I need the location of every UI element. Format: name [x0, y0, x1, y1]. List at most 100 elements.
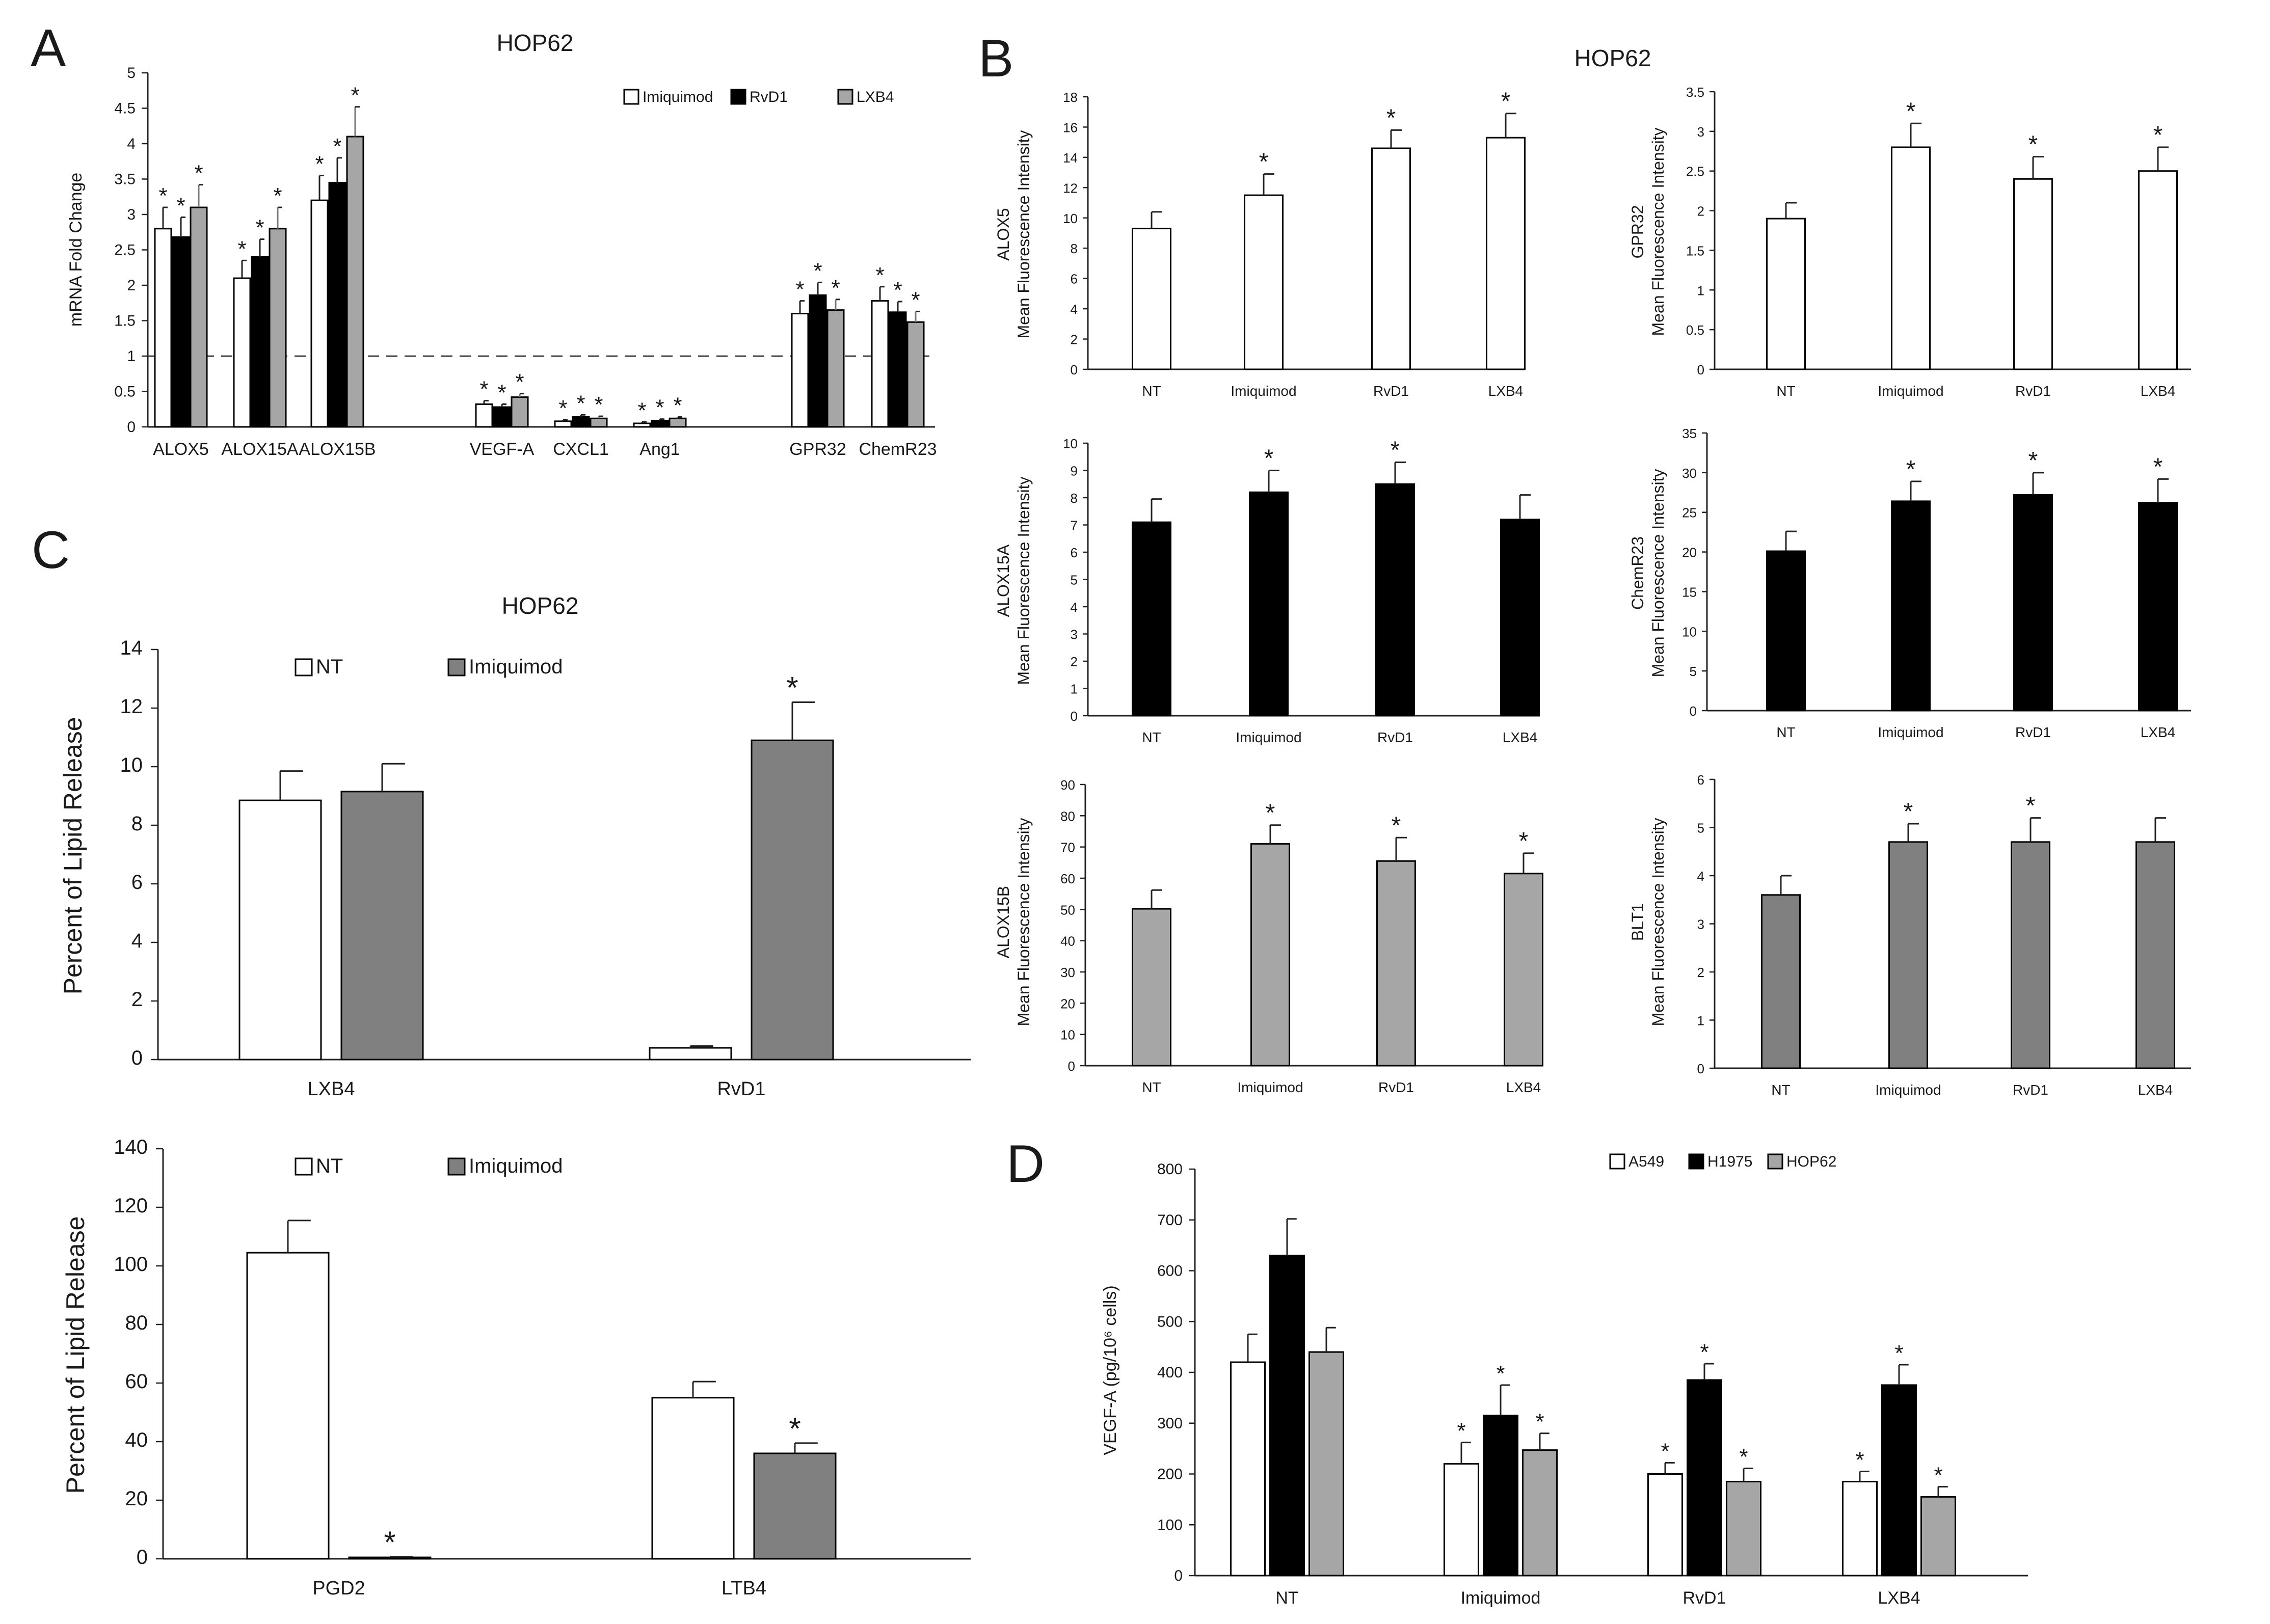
- significance-star: *: [255, 215, 264, 240]
- significance-star: *: [237, 236, 246, 261]
- x-category-label: RvD1: [1377, 729, 1413, 745]
- legend-swatch-hop62: [1767, 1153, 1783, 1170]
- bar-hop62-lxb4: [1920, 1496, 1956, 1577]
- x-category-label: Imiquimod: [1878, 724, 1943, 740]
- significance-star: *: [351, 83, 359, 108]
- significance-star: *: [176, 194, 185, 219]
- bar-blt1-lxb4: [2135, 841, 2175, 1069]
- bar-imiquimod-rvd1: [751, 739, 834, 1061]
- y-tick-label: 12: [1063, 180, 1078, 196]
- bar-rvd1-chemr23: [889, 311, 907, 428]
- significance-star: *: [2028, 131, 2038, 158]
- significance-star: *: [333, 134, 341, 159]
- y-tick-label: 3.5: [114, 171, 136, 188]
- bar-alox5-imiquimod: [1244, 194, 1284, 370]
- y-tick-label: 5: [1071, 573, 1078, 588]
- y-axis-label: Mean Fluorescence Intensity: [1014, 818, 1033, 1026]
- x-category-label: Imiquimod: [1231, 383, 1296, 399]
- y-tick-label: 10: [120, 754, 143, 776]
- bar-a549-nt: [1230, 1361, 1266, 1577]
- significance-star: *: [1535, 1410, 1544, 1434]
- y-tick-label: 40: [125, 1429, 148, 1451]
- significance-star: *: [1264, 445, 1274, 472]
- y-tick-label: 20: [1682, 545, 1697, 560]
- y-tick-label: 0: [1174, 1567, 1183, 1584]
- x-category-label: LXB4: [2138, 1082, 2173, 1098]
- bar-rvd1-alox5: [172, 236, 190, 428]
- bar-blt1-rvd1: [2011, 841, 2050, 1069]
- y-tick-label: 20: [1060, 996, 1075, 1011]
- significance-star: *: [2028, 447, 2038, 474]
- significance-star: *: [1519, 828, 1529, 855]
- x-category-label: NT: [1776, 383, 1795, 399]
- bar-alox15b-imiquimod: [1250, 843, 1290, 1067]
- y-axis-label: ChemR23: [1628, 536, 1647, 610]
- significance-star: *: [789, 1412, 800, 1446]
- x-category-label: RvD1: [1683, 1588, 1726, 1608]
- significance-star: *: [1266, 800, 1275, 827]
- legend-label-nt: NT: [316, 1155, 343, 1177]
- y-tick-label: 8: [131, 813, 143, 835]
- significance-star: *: [1661, 1439, 1669, 1464]
- bar-gpr32-rvd1: [2013, 178, 2053, 370]
- y-tick-label: 0.5: [1686, 322, 1704, 338]
- significance-star: *: [1904, 798, 1913, 825]
- bar-imiquimod-alox5: [154, 228, 172, 428]
- bar-imiquimod-alox15b: [310, 199, 329, 428]
- significance-star: *: [1894, 1341, 1903, 1366]
- significance-star: *: [497, 381, 506, 405]
- y-tick-label: 400: [1157, 1364, 1183, 1381]
- y-tick-label: 0: [1697, 1061, 1704, 1076]
- legend-label-hop62: HOP62: [1786, 1153, 1836, 1170]
- y-tick-label: 20: [125, 1487, 148, 1510]
- y-tick-label: 1.5: [114, 313, 136, 330]
- significance-star: *: [558, 396, 567, 421]
- y-tick-label: 10: [1063, 436, 1078, 451]
- y-tick-label: 3: [127, 206, 136, 223]
- y-tick-label: 60: [1060, 871, 1075, 886]
- y-tick-label: 2: [131, 988, 143, 1011]
- y-tick-label: 40: [1060, 934, 1075, 949]
- bar-imiquimod-vegf-a: [475, 403, 493, 428]
- y-tick-label: 5: [1697, 821, 1704, 836]
- y-tick-label: 50: [1060, 902, 1075, 917]
- y-axis-label: Mean Fluorescence Intensity: [1649, 469, 1667, 677]
- bar-a549-rvd1: [1647, 1473, 1683, 1577]
- y-axis-label: VEGF-A (pg/10⁶ cells): [1101, 1285, 1120, 1455]
- y-tick-label: 35: [1682, 426, 1697, 441]
- y-tick-label: 3: [1071, 627, 1078, 642]
- x-category-label: NT: [1142, 1079, 1161, 1095]
- legend-swatch-imiquimod: [447, 658, 466, 676]
- significance-star: *: [1496, 1361, 1505, 1386]
- legend-swatch-lxb4: [837, 89, 853, 105]
- y-tick-label: 100: [1157, 1517, 1183, 1533]
- y-tick-label: 70: [1060, 840, 1075, 855]
- x-category-label: Imiquimod: [1875, 1082, 1941, 1098]
- bar-h1975-nt: [1269, 1255, 1305, 1577]
- x-category-label: RvD1: [1373, 383, 1409, 399]
- y-tick-label: 4: [131, 930, 143, 952]
- chart-c1: HOP62 0 2 4 6 8 10 12 14 Percent of Lipid Release…: [59, 592, 971, 1100]
- y-tick-label: 10: [1063, 211, 1078, 226]
- legend-swatch-rvd1: [730, 89, 746, 105]
- chart-b2: 0 0.5 1 1.5 2 2.5 3 3.5 GPR32 Mean Fluorescence I…: [1628, 85, 2191, 399]
- x-category-label: LXB4: [2141, 724, 2176, 740]
- significance-star: *: [911, 287, 920, 312]
- y-axis-label: Mean Fluorescence Intensity: [1649, 127, 1667, 336]
- legend-label-imiquimod: Imiquimod: [643, 89, 713, 105]
- significance-star: *: [875, 263, 884, 288]
- significance-star: *: [1457, 1419, 1465, 1444]
- x-category-label: LXB4: [308, 1078, 355, 1100]
- x-category-label: NT: [1776, 724, 1795, 740]
- bar-alox15b-nt: [1132, 908, 1171, 1067]
- y-tick-label: 0: [1068, 1059, 1075, 1074]
- y-axis-label: BLT1: [1628, 903, 1647, 941]
- bar-alox5-rvd1: [1371, 147, 1411, 370]
- y-tick-label: 9: [1071, 464, 1078, 479]
- y-axis-label: Percent of Lipid Release: [59, 717, 87, 995]
- y-tick-label: 1: [1697, 1013, 1704, 1028]
- bar-imiquimod-chemr23: [871, 300, 889, 428]
- y-axis-label: ALOX15A: [994, 544, 1012, 617]
- bar-gpr32-lxb4: [2138, 170, 2178, 370]
- y-tick-label: 0: [131, 1047, 143, 1069]
